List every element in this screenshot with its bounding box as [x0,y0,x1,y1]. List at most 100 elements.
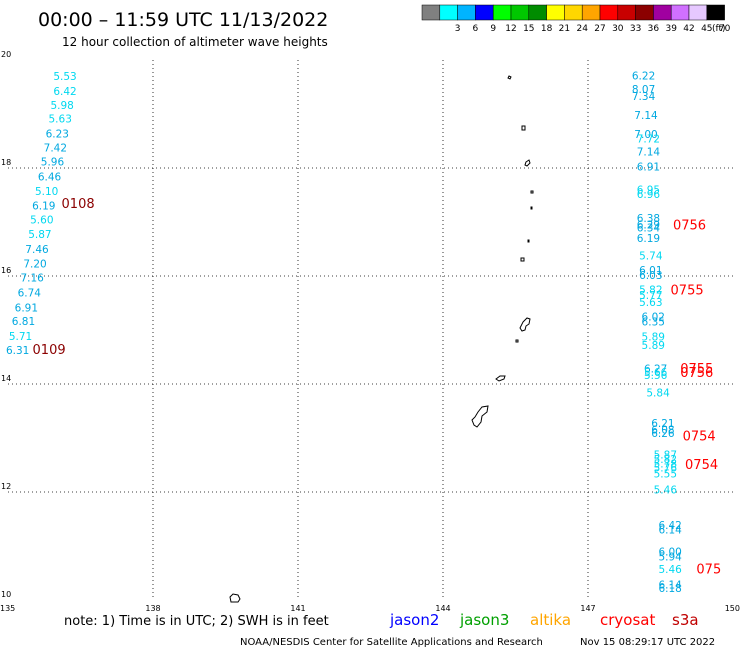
y-tick-label: 12 [1,482,11,491]
wave-height-label: 7.34 [632,91,656,103]
wave-height-label: 7.42 [44,142,67,154]
satellite-legend-altika: altika [530,611,571,629]
wave-height-label: 6.34 [637,222,661,234]
island-outline [524,159,531,167]
x-tick-label: 141 [290,604,305,613]
color-scale-swatch [599,4,619,21]
wave-height-label: 6.00 [658,546,681,558]
wave-height-label: 8.07 [632,84,655,96]
island-outlines [229,75,534,603]
satellite-legend-cryosat: cryosat [600,611,655,629]
wave-height-label: 6.38 [637,213,660,225]
pass-time-label: 0755 [671,284,704,299]
wave-height-label: 6.02 [642,312,665,324]
wave-height-label: 6.26 [651,428,675,440]
footnote: note: 1) Time is in UTC; 2) SWH is in fe… [64,614,329,629]
gridlines [8,60,733,600]
chart-title: 00:00 – 11:59 UTC 11/13/2022 [38,9,328,31]
wave-height-label: 7.14 [634,110,658,122]
y-tick-label: 18 [1,158,11,167]
island-outline [530,190,534,194]
wave-height-label: 6.91 [15,302,38,314]
island-outline [515,339,519,343]
wave-height-label: 6.95 [637,185,660,197]
color-scale-tick: 42 [683,24,694,34]
wave-height-label: 6.19 [32,200,55,212]
wave-height-label: 6.74 [18,288,42,300]
wave-height-label: 6.91 [637,161,660,173]
island-outline [527,239,530,243]
x-tick-label: 144 [435,604,450,613]
color-scale-tick: 12 [505,24,516,34]
wave-height-label: 5.46 [654,484,678,496]
wave-height-label: 6.27 [644,363,667,375]
wave-height-label: 6.42 [658,520,681,532]
wave-height-label: 7.14 [637,146,661,158]
color-scale-swatch [439,4,458,21]
y-tick-label: 16 [1,266,11,275]
y-tick-label: 14 [1,374,11,383]
wave-height-label: 5.82 [639,285,662,297]
island-outline [229,593,241,603]
x-tick-label: 150 [725,604,740,613]
wave-height-label: 7.46 [25,244,49,256]
wave-height-label: 5.10 [35,186,58,198]
generated-timestamp: Nov 15 08:29:17 UTC 2022 [580,637,715,648]
wave-height-label: 5.98 [50,100,73,112]
wave-height-label: 5.55 [654,469,677,481]
wave-height-labels: 5.536.425.985.636.237.425.966.465.106.19… [6,71,682,595]
color-scale-tick: 24 [576,24,588,34]
pass-time-label: 0756 [673,219,706,234]
wave-height-label: 7.00 [634,129,657,141]
wave-height-label: 6.96 [637,189,661,201]
wave-height-label: 6.14 [658,579,682,591]
pass-time-label: 0754 [685,458,718,473]
y-tick-label: 10 [1,590,11,599]
color-scale-tick: 70 [719,24,731,34]
wave-height-label: 5.96 [41,157,65,169]
pass-time-label: 0755 [680,362,713,377]
color-scale-legend: 3 6 9 12 15 18 21 24 27 30 33 36 39 42 45 70 [421,4,731,34]
island-outline [471,405,489,428]
wave-height-label: 5.89 [642,340,665,352]
wave-height-label: 5.76 [654,463,678,475]
wave-height-label: 5.63 [639,297,662,309]
color-scale-swatch [528,4,547,21]
wave-height-label: 6.46 [38,172,62,184]
pass-time-label: 0109 [33,343,66,358]
wave-height-label: 6.22 [632,71,655,83]
wave-height-label: 6.31 [6,345,29,357]
wave-height-label: 5.71 [9,331,32,343]
wave-height-label: 7.20 [23,259,46,271]
wave-height-label: 6.81 [12,316,35,328]
satellite-legend: jason2 jason3 altika cryosat s3a [389,611,699,629]
x-tick-label: 147 [580,604,595,613]
island-outline [520,257,525,262]
island-outline [530,206,533,210]
wave-height-label: 6.23 [46,128,69,140]
color-scale-swatch [706,4,725,21]
color-scale-tick: 36 [648,24,660,34]
satellite-legend-s3a: s3a [672,611,699,629]
wave-height-label: 7.72 [637,133,660,145]
color-scale-swatch [546,4,565,21]
x-tick-label: 138 [145,604,160,613]
color-scale-swatch [653,4,672,21]
color-scale-swatch [688,4,708,21]
color-scale-swatch [581,4,601,21]
wave-height-label: 6.21 [651,418,674,430]
color-scale-swatch [670,4,690,21]
color-scale-swatch [421,4,441,21]
color-scale-tick: 21 [559,24,570,34]
wave-height-label: 6.14 [658,524,682,536]
satellite-legend-jason3: jason3 [459,611,509,629]
wave-height-label: 5.87 [28,229,51,241]
wave-height-label: 5.87 [654,450,677,462]
wave-height-label: 5.94 [658,551,682,563]
color-scale-tick: 6 [473,24,479,34]
wave-height-label: 6.35 [642,316,665,328]
wave-height-label: 5.66 [644,367,668,379]
wave-height-label: 7.16 [20,273,44,285]
wave-height-label: 5.89 [642,331,665,343]
